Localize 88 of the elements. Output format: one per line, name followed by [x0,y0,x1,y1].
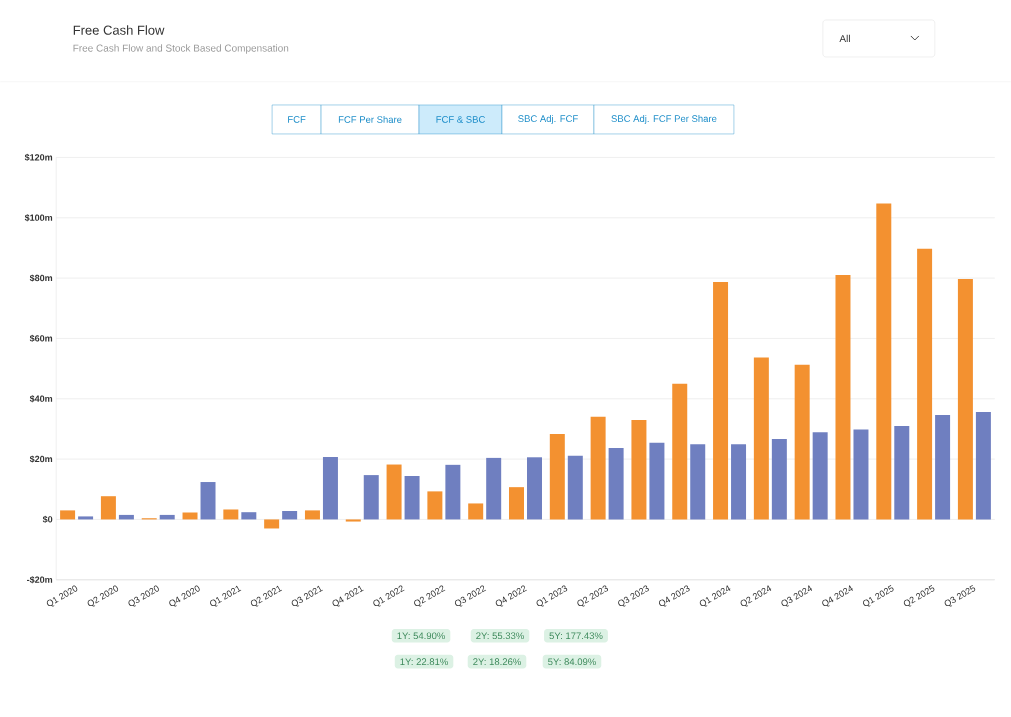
x-tick-label: Q2 2022 [414,585,446,607]
x-tick-label: Q3 2021 [291,585,323,607]
x-tick-label: Q3 2024 [781,585,813,607]
bar [241,512,257,520]
text: All [839,35,850,43]
bar [567,455,583,520]
bar [386,464,402,520]
x-tick-label: Q1 2023 [536,585,568,607]
bar [753,357,769,520]
text: 2Y: 55.33% [476,632,524,640]
bar [427,491,443,520]
bar [917,248,933,520]
bar [690,444,706,520]
y-tick-label: $120m [24,153,53,162]
bar [835,275,851,520]
text: 1Y: 22.81% [400,658,448,666]
x-tick-label: Q1 2022 [373,585,405,607]
bar [608,448,624,520]
bar [100,496,116,520]
bar [527,457,542,520]
y-tick-label: $80m [29,274,53,282]
bar [935,415,951,520]
bar [731,444,747,520]
x-tick-label: Q4 2020 [169,585,200,607]
bar [282,511,298,520]
text: 5Y: 84.09% [548,658,596,666]
text: 5Y: 177.43% [549,632,603,640]
bar [60,510,76,520]
x-tick-label: Q1 2020 [46,585,78,607]
x-tick-label: Q3 2020 [128,585,159,607]
bar [957,279,973,520]
bar [182,512,198,520]
bar [468,503,484,520]
bar [404,476,420,520]
x-tick-label: Q3 2023 [618,585,649,607]
bar [812,432,828,520]
bar [672,383,688,520]
bar [631,420,647,520]
x-tick-label: Q4 2023 [658,585,690,607]
bar [264,519,280,529]
y-tick-label: $40m [29,395,53,403]
bar [853,429,869,520]
x-tick-label: Q1 2025 [863,585,894,607]
text: 2Y: 18.26% [473,658,521,666]
x-tick-label: Q3 2025 [944,585,976,607]
text: FCF [288,116,306,123]
y-tick-label: $100m [24,214,53,222]
y-tick-label: $60m [29,334,53,343]
bar [794,364,810,520]
x-tick-label: Q4 2024 [822,585,853,607]
y-tick-label: $20m [29,455,53,463]
bar [590,417,606,520]
bar [304,510,320,520]
x-tick-label: Q2 2024 [740,585,772,607]
bar [713,282,729,520]
x-tick-label: Q1 2021 [210,585,242,607]
x-tick-label: Q3 2022 [454,585,487,607]
text: SBC Adj. FCF [518,115,578,125]
x-tick-label: Q4 2021 [332,585,364,607]
bar [649,442,665,520]
bar [549,434,565,520]
text: FCF Per Share [338,116,402,124]
bar [486,458,502,520]
bar [322,457,338,520]
bar [200,482,216,520]
text: FCF & SBC [436,116,485,123]
bar [509,487,524,520]
bar [445,464,461,520]
y-tick-label: $0 [42,515,53,524]
bar [363,475,379,520]
text: SBC Adj. FCF Per Share [611,115,717,125]
bar [78,516,94,520]
bar [975,412,991,520]
chart-title: Free Cash Flow [73,25,165,35]
bar [894,426,910,520]
x-tick-label: Q1 2024 [699,585,731,607]
y-tick-label: -$20m [26,576,53,584]
bar [876,203,892,520]
bar [345,519,361,522]
text: 1Y: 54.90% [397,632,445,640]
x-tick-label: Q2 2020 [87,585,119,607]
bar [223,509,239,520]
x-tick-label: Q2 2021 [250,585,283,607]
chart-subtitle: Free Cash Flow and Stock Based Compensation [73,44,289,54]
x-tick-label: Q2 2023 [577,585,609,607]
x-tick-label: Q4 2022 [495,585,527,607]
x-tick-label: Q2 2025 [903,585,935,607]
bar [771,439,787,520]
